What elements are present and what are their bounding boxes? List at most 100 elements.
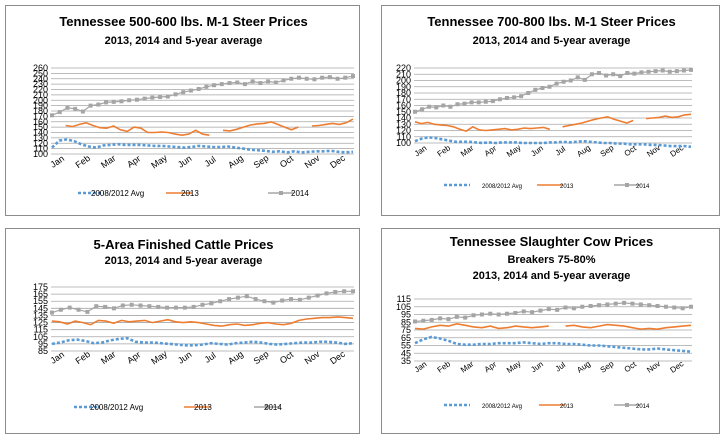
legend-marker [265,405,269,409]
legend-label: 2008/2012 Avg [482,184,522,190]
x-tick-label: Sep [252,349,271,366]
data-point [604,73,609,78]
data-point [57,110,62,115]
data-point [563,305,568,310]
data-point [413,109,417,114]
x-tick-label: Jan [48,349,66,366]
series-line [414,136,692,149]
data-point [476,100,481,105]
y-tick-label: 160 [396,101,411,111]
data-point [429,317,434,322]
data-point [111,306,116,311]
y-tick-label: 170 [33,111,48,121]
y-tick-label: 140 [396,113,411,123]
y-tick-label: 120 [396,126,411,136]
data-point [505,311,509,316]
chart-panel: Tennessee Slaughter Cow Prices Breakers 7… [381,228,720,434]
data-point [273,80,278,85]
chart-title: Tennessee 700-800 lbs. M-1 Steer Prices [427,14,675,29]
x-tick-label: Jan [413,360,429,375]
legend-label: 2008/2012 Avg [90,403,143,412]
y-tick-label: 200 [33,95,48,105]
data-point [262,299,267,304]
x-tick-label: Mar [459,143,476,158]
data-point [421,318,426,323]
data-point [80,109,85,114]
data-point [496,312,501,317]
data-point [271,300,276,305]
chart-svg: Tennessee 700-800 lbs. M-1 Steer Prices 2… [396,14,693,190]
data-point [104,100,109,105]
x-tick-label: Mar [99,153,117,170]
y-tick-label: 260 [33,63,48,73]
series-line [51,75,354,116]
data-point [519,94,524,99]
data-point [582,77,587,82]
y-tick-label: 145 [33,303,48,313]
x-tick-label: Jul [554,144,568,157]
y-tick-label: 105 [33,332,48,342]
x-tick-label: Apr [125,153,142,169]
data-point [88,103,93,108]
x-tick-label: Mar [459,359,476,374]
data-point [689,304,693,309]
x-tick-label: May [505,143,523,159]
y-tick-label: 210 [396,69,411,79]
x-tick-label: Jan [48,153,66,170]
data-point [165,305,170,310]
x-tick-label: Jun [176,349,194,366]
data-point [505,96,509,100]
y-tick-label: 65 [401,333,411,343]
y-tick-label: 250 [33,68,48,78]
data-point [538,308,543,313]
data-point [672,305,677,310]
series-line [414,302,692,323]
data-point [204,84,209,89]
data-point [73,106,78,111]
data-point [521,309,526,314]
data-point [343,75,348,80]
data-point [469,100,474,105]
series-line [646,113,692,120]
data-point [568,78,573,83]
x-tick-label: Mar [99,349,117,366]
data-point [420,107,425,112]
data-point [127,98,132,103]
data-point [327,75,332,80]
data-point [526,91,531,95]
series-line [51,316,354,327]
chart-panel: Tennessee 700-800 lbs. M-1 Steer Prices 2… [381,5,720,216]
data-point [667,69,672,74]
data-point [196,86,201,91]
y-tick-label: 160 [33,117,48,127]
x-tick-label: Feb [436,143,453,159]
x-tick-label: Aug [226,349,245,366]
data-point [150,95,155,100]
x-tick-label: Nov [645,359,662,375]
y-tick-label: 200 [396,76,411,86]
y-tick-label: 110 [34,144,48,154]
data-point [630,301,635,306]
y-tick-label: 190 [396,82,411,92]
chart-svg: Tennessee Slaughter Cow Prices Breakers 7… [396,234,693,410]
y-tick-label: 85 [401,317,411,327]
legend-marker [279,191,283,195]
x-tick-label: Aug [226,153,245,170]
data-point [58,307,63,312]
series-line [414,322,549,331]
y-tick-label: 180 [396,88,411,98]
x-tick-label: Apr [483,360,499,375]
x-tick-label: Sep [599,143,616,159]
data-point [580,304,585,309]
y-tick-label: 95 [38,339,48,349]
chart-subtitle: 2013, 2014 and 5-year average [105,255,263,267]
y-tick-label: 150 [33,122,48,132]
legend-marker [625,403,629,407]
y-tick-label: 130 [396,119,411,129]
data-point [312,77,317,82]
data-point [597,71,601,75]
x-tick-label: Feb [74,153,92,170]
data-point [182,305,187,310]
x-tick-label: Apr [125,349,142,365]
legend-label: 2008/2012 Avg [91,189,144,198]
